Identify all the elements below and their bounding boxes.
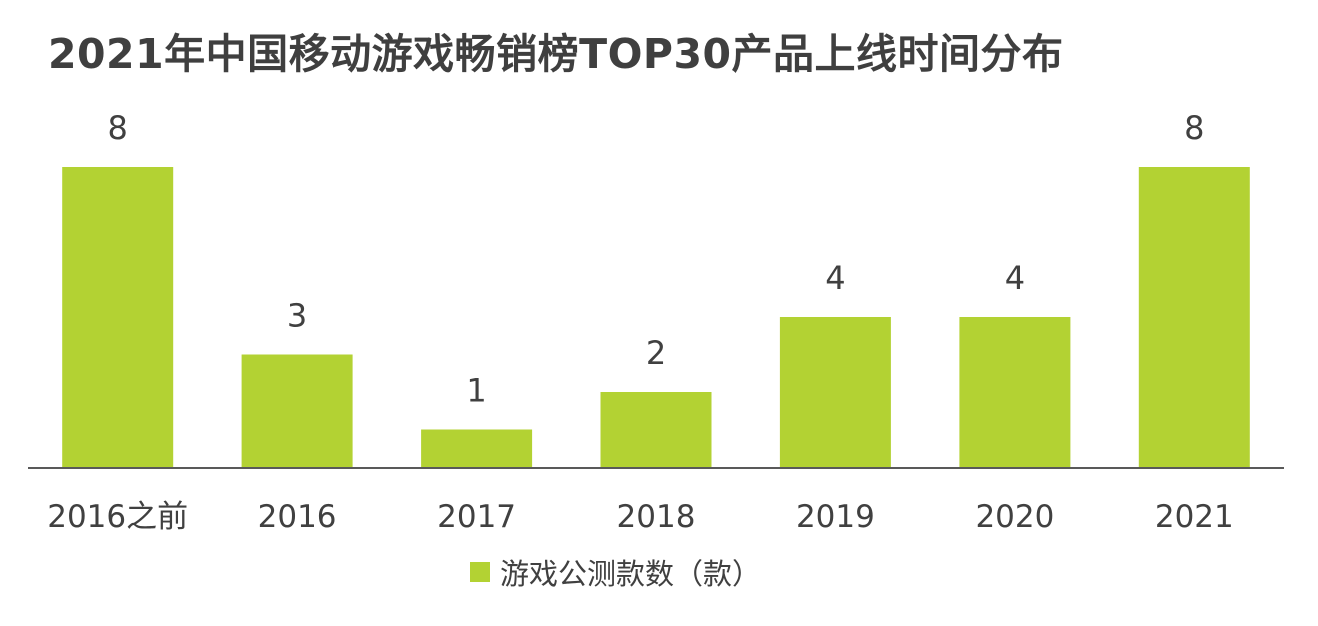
legend: 游戏公测款数（款） [470, 552, 761, 592]
bar-2017 [421, 429, 533, 467]
data-label-2018: 2 [646, 334, 666, 372]
legend-swatch [470, 562, 490, 582]
x-tick-label-2020: 2020 [975, 499, 1054, 535]
x-tick-label-2019: 2019 [796, 499, 875, 535]
bar-2016 [241, 354, 353, 467]
value-labels-layer: 8 3 1 2 4 4 8 [108, 109, 1205, 410]
data-label-2016: 3 [287, 297, 307, 335]
x-tick-label-2017: 2017 [437, 499, 516, 535]
legend-label: 游戏公测款数（款） [500, 557, 762, 591]
bar-2016之前 [62, 167, 174, 467]
x-tick-label-2016: 2016 [258, 499, 337, 535]
bar-2021 [1138, 167, 1250, 467]
data-label-2019: 4 [825, 259, 845, 297]
bar-2018 [600, 392, 712, 467]
data-label-2021: 8 [1184, 109, 1204, 147]
bar-2019 [779, 317, 891, 467]
data-label-2020: 4 [1005, 259, 1025, 297]
bars-layer [62, 167, 1250, 467]
data-label-2016之前: 8 [108, 109, 128, 147]
data-label-2017: 1 [466, 372, 486, 410]
x-tick-label-2021: 2021 [1155, 499, 1234, 535]
category-labels-layer: 2016之前 2016 2017 2018 2019 2020 2021 [47, 499, 1234, 535]
x-tick-label-2018: 2018 [617, 499, 696, 535]
bar-2020 [959, 317, 1071, 467]
chart-title: 2021年中国移动游戏畅销榜TOP30产品上线时间分布 [48, 30, 1064, 78]
x-tick-label-2016之前: 2016之前 [47, 499, 188, 535]
